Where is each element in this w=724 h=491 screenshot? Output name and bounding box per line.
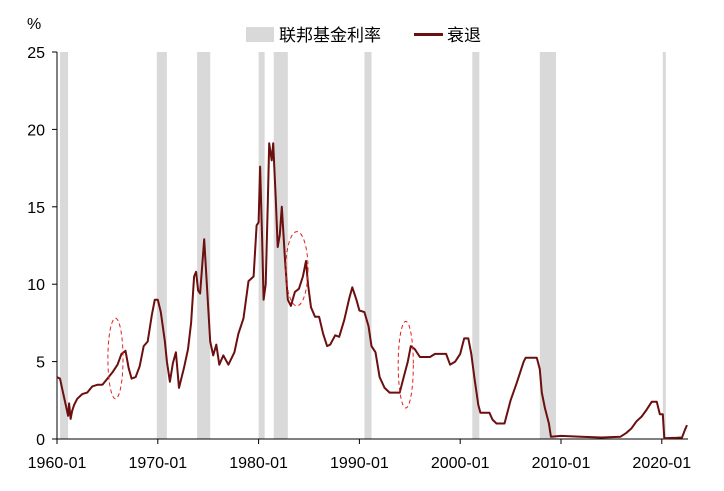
x-tick-label: 2020-01 xyxy=(632,455,691,472)
x-tick-label: 2010-01 xyxy=(532,455,591,472)
x-axis: 1960-01 1970-01 1980-01 1990-01 2000-01 2010-… xyxy=(28,438,691,472)
legend-label-band: 联邦基金利率 xyxy=(279,26,381,46)
x-tick-label: 1980-01 xyxy=(229,455,288,472)
series-line-0 xyxy=(56,142,688,440)
y-tick-label: 10 xyxy=(27,277,45,294)
shaded-band-1 xyxy=(156,52,167,439)
y-tick-label: 15 xyxy=(27,200,45,217)
shaded-band-7 xyxy=(539,52,556,439)
dashed-oval-1 xyxy=(285,231,309,307)
shaded-band-5 xyxy=(364,52,372,439)
shaded-periods xyxy=(60,52,666,439)
y-tick-label: 25 xyxy=(27,45,45,62)
shaded-band-4 xyxy=(273,52,288,439)
y-tick-label: 0 xyxy=(36,432,45,449)
x-tick-label: 1960-01 xyxy=(28,455,87,472)
y-axis: 0 5 10 15 20 25 xyxy=(27,45,58,449)
series-lines xyxy=(56,142,688,440)
x-tick-label: 2000-01 xyxy=(431,455,490,472)
shaded-band-6 xyxy=(472,52,480,439)
y-tick-label: 20 xyxy=(27,122,45,139)
shaded-band-0 xyxy=(60,52,69,439)
legend: 联邦基金利率 衰退 xyxy=(246,26,481,46)
annotation-ovals xyxy=(107,231,414,409)
legend-swatch-band xyxy=(246,27,274,42)
y-unit-label: % xyxy=(27,16,41,33)
x-tick-label: 1990-01 xyxy=(330,455,389,472)
dashed-oval-0 xyxy=(107,317,124,400)
shaded-band-8 xyxy=(662,52,666,439)
y-tick-label: 5 xyxy=(36,355,45,372)
dashed-oval-2 xyxy=(397,320,414,409)
legend-label-line: 衰退 xyxy=(447,26,481,46)
x-tick-label: 1970-01 xyxy=(128,455,187,472)
